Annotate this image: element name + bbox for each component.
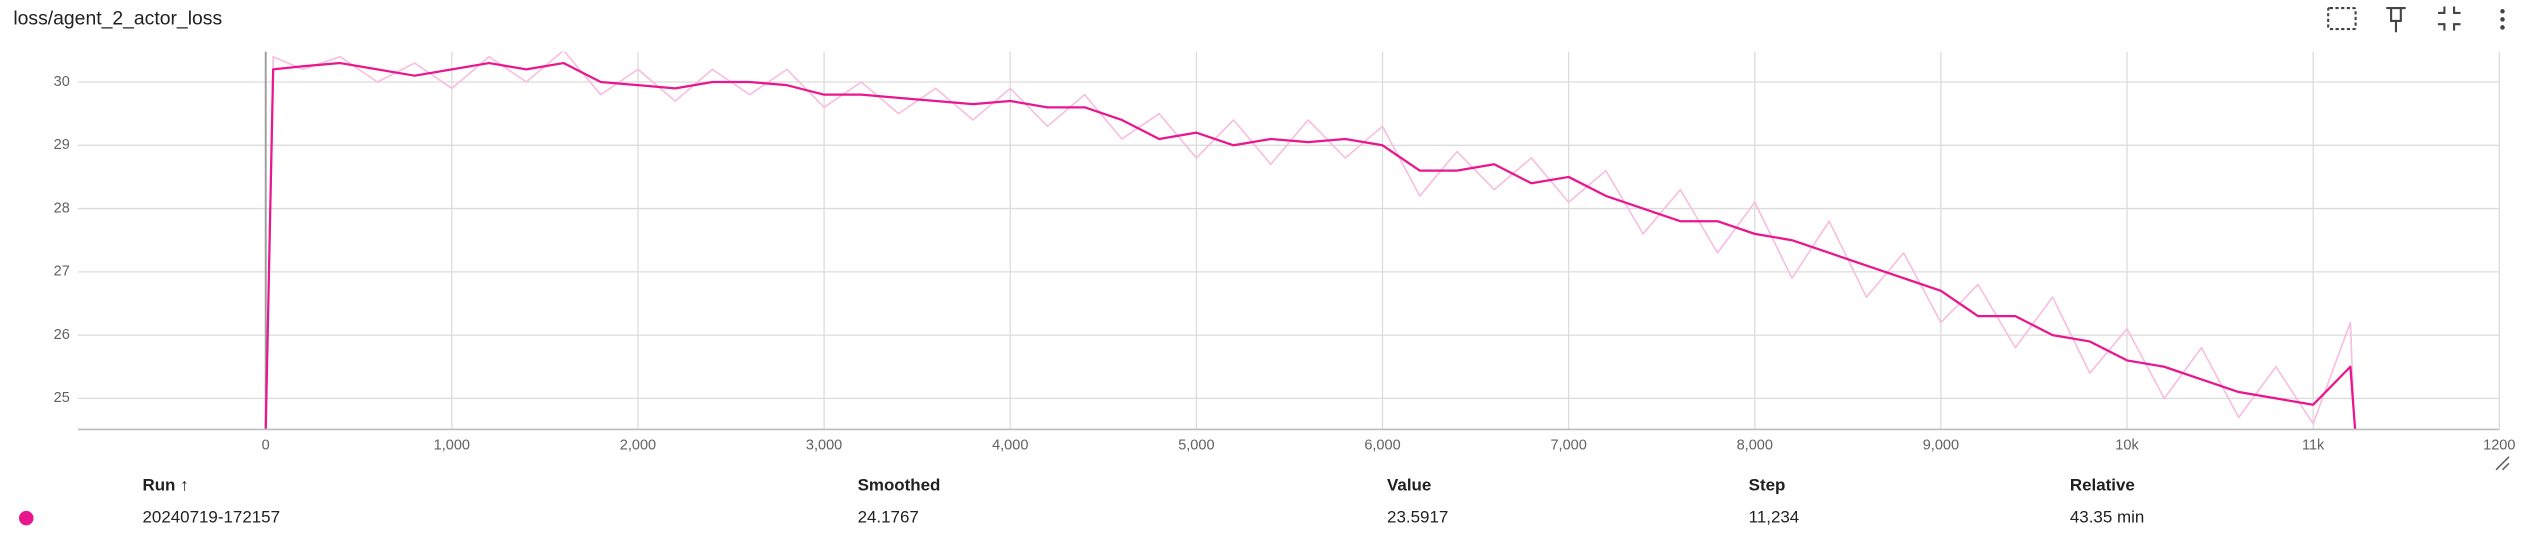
x-tick-label: 11k bbox=[2302, 437, 2325, 453]
raw-line bbox=[264, 51, 2356, 430]
table-header: Value bbox=[1387, 475, 1431, 494]
run-color-dot bbox=[18, 510, 34, 526]
x-tick-label: 1,000 bbox=[434, 437, 470, 453]
collapse-button[interactable] bbox=[2437, 6, 2461, 31]
chart-title: loss/agent_2_actor_loss bbox=[13, 7, 222, 29]
x-tick-label: 4,000 bbox=[992, 437, 1028, 453]
table-cell: 24.1767 bbox=[858, 508, 919, 527]
toolbar bbox=[2327, 6, 2505, 33]
table-cell: 11,234 bbox=[1749, 508, 1800, 527]
x-tick-label: 10k bbox=[2115, 437, 2139, 453]
table-header: Run ↑ bbox=[142, 475, 188, 494]
x-tick-label: 1200 bbox=[2483, 437, 2515, 453]
x-tick-label: 8,000 bbox=[1737, 437, 1773, 453]
axes: 25 26 27 28 29 30 0 1,000 2,000 3,000 4,000 5,000 6,… bbox=[54, 74, 2516, 454]
x-tick-label: 0 bbox=[262, 437, 270, 453]
grid bbox=[77, 51, 2500, 430]
table-cell: 43.35 min bbox=[2070, 508, 2144, 527]
y-tick-label: 25 bbox=[54, 390, 70, 406]
y-tick-label: 29 bbox=[54, 137, 70, 153]
x-tick-label: 3,000 bbox=[806, 437, 842, 453]
x-tick-label: 2,000 bbox=[620, 437, 656, 453]
table-header: Relative bbox=[2070, 475, 2135, 494]
x-tick-label: 7,000 bbox=[1550, 437, 1586, 453]
smoothed-line bbox=[264, 61, 2357, 430]
plot bbox=[264, 51, 2357, 430]
y-tick-label: 28 bbox=[54, 200, 70, 216]
table-cell: 20240719-172157 bbox=[142, 508, 280, 527]
pin-button[interactable] bbox=[2386, 7, 2406, 33]
x-tick-label: 5,000 bbox=[1178, 437, 1214, 453]
x-tick-label: 9,000 bbox=[1923, 437, 1959, 453]
table-header: Smoothed bbox=[858, 475, 941, 494]
more-button[interactable] bbox=[2500, 9, 2505, 30]
fit-domain-button[interactable] bbox=[2327, 7, 2357, 31]
resize-handle[interactable] bbox=[2495, 456, 2510, 471]
y-tick-label: 30 bbox=[54, 74, 70, 90]
y-tick-label: 27 bbox=[54, 264, 70, 280]
table-cell: 23.5917 bbox=[1387, 508, 1448, 527]
table-header: Step bbox=[1749, 475, 1786, 494]
y-tick-label: 26 bbox=[54, 327, 70, 343]
runs-table: Run ↑ Smoothed Value Step Relative 20240719-1… bbox=[18, 475, 2144, 527]
x-tick-label: 6,000 bbox=[1364, 437, 1400, 453]
